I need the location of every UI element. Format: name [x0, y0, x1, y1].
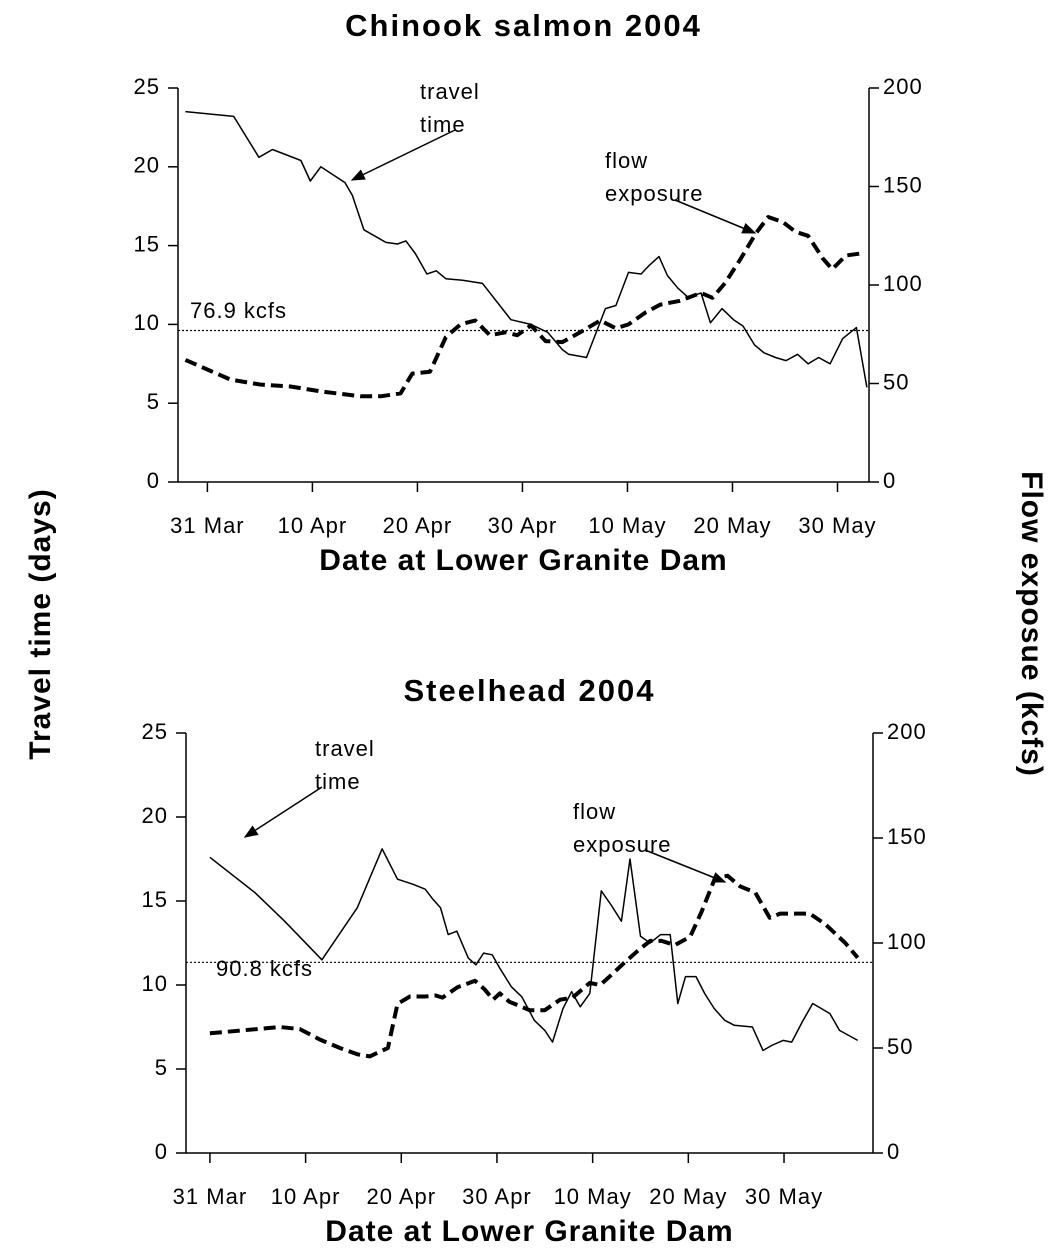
x-tick-label: 30 Apr [488, 513, 558, 538]
y-tick-label: 5 [147, 389, 160, 414]
series-annotation: flow [573, 799, 616, 824]
x-tick-label: 10 May [554, 1184, 632, 1209]
y2-tick-label: 0 [887, 1139, 900, 1164]
series-annotation: travel [315, 736, 375, 761]
y2-tick-label: 150 [887, 824, 927, 849]
x-tick-label: 10 Apr [271, 1184, 341, 1209]
series-annotation: flow [605, 148, 648, 173]
chart-title: Chinook salmon 2004 [345, 8, 702, 43]
y2-tick-label: 150 [883, 172, 923, 197]
y-tick-label: 20 [134, 153, 160, 178]
y-tick-label: 15 [142, 887, 168, 912]
y2-tick-label: 200 [883, 74, 923, 99]
y-axis-title: Travel time (days) [24, 488, 57, 759]
annotation-arrow [350, 129, 456, 181]
y-tick-label: 25 [142, 719, 168, 744]
y-tick-label: 10 [142, 971, 168, 996]
x-axis-title: Date at Lower Granite Dam [325, 1215, 733, 1248]
series-line [209, 848, 859, 1052]
reference-label: 90.8 kcfs [216, 956, 313, 981]
y-tick-label: 25 [134, 74, 160, 99]
annotation-arrow [674, 199, 757, 234]
series-annotation: travel [420, 79, 480, 104]
x-tick-label: 20 May [649, 1184, 727, 1209]
series-annotation: time [315, 769, 361, 794]
y2-axis-title: Flow exposue (kcfs) [1015, 471, 1048, 777]
x-tick-label: 10 May [588, 513, 666, 538]
x-tick-label: 10 Apr [278, 513, 348, 538]
y2-tick-label: 50 [883, 369, 909, 394]
y-tick-label: 5 [155, 1055, 168, 1080]
series-line [185, 110, 868, 388]
x-axis-title: Date at Lower Granite Dam [319, 544, 727, 577]
y-tick-label: 0 [147, 468, 160, 493]
x-tick-label: 30 May [745, 1184, 823, 1209]
y-tick-label: 0 [155, 1139, 168, 1164]
series-annotation: exposure [573, 832, 672, 857]
y-tick-label: 10 [134, 310, 160, 335]
y2-tick-label: 100 [887, 929, 927, 954]
x-tick-label: 20 May [693, 513, 771, 538]
series-annotation: exposure [605, 181, 704, 206]
y-tick-label: 15 [134, 231, 160, 256]
x-tick-label: 20 Apr [383, 513, 453, 538]
y2-tick-label: 0 [883, 468, 896, 493]
y2-tick-label: 50 [887, 1034, 913, 1059]
x-tick-label: 30 May [798, 513, 876, 538]
reference-label: 76.9 kcfs [190, 298, 287, 323]
y2-tick-label: 200 [887, 719, 927, 744]
x-tick-label: 31 Mar [170, 513, 244, 538]
series-line [209, 873, 860, 1059]
series-annotation: time [420, 112, 466, 137]
x-tick-label: 30 Apr [462, 1184, 532, 1209]
series-line [184, 215, 861, 399]
y2-tick-label: 100 [883, 271, 923, 296]
x-tick-label: 31 Mar [173, 1184, 247, 1209]
chart-title: Steelhead 2004 [403, 673, 655, 708]
y-tick-label: 20 [142, 803, 168, 828]
annotation-arrow [644, 849, 727, 883]
annotation-arrow [243, 786, 323, 838]
x-tick-label: 20 Apr [366, 1184, 436, 1209]
